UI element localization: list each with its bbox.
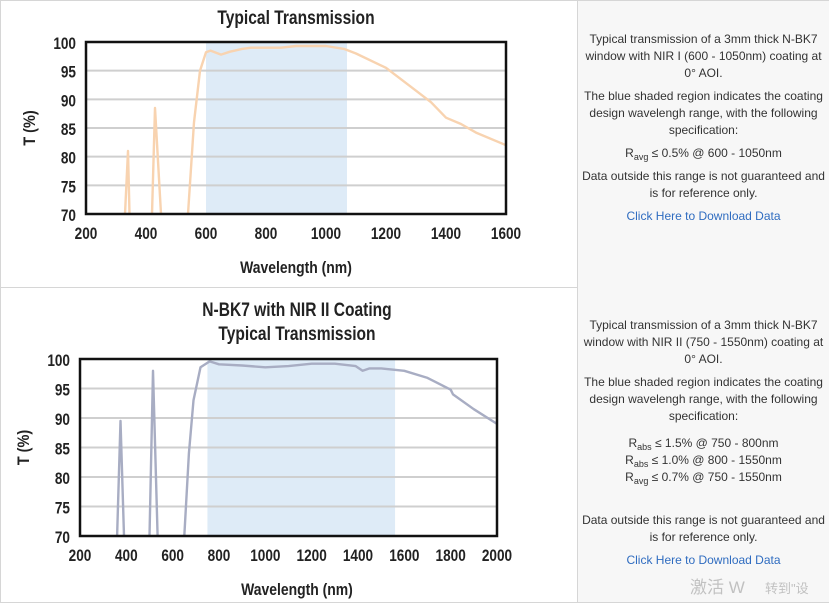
x-tick-label: 1400 xyxy=(343,547,373,566)
y-tick-label: 85 xyxy=(61,121,77,140)
x-axis-label: Wavelength (nm) xyxy=(241,581,353,600)
product-row-nir-i: Typical Transmission 70 75 80 85 90 95 100 200 40… xyxy=(0,0,829,288)
x-tick-label: 1800 xyxy=(436,547,466,566)
description-cell: Typical transmission of a 3mm thick N-BK… xyxy=(578,287,829,602)
y-tick-label: 100 xyxy=(47,352,70,371)
disclaimer: Data outside this range is not guarantee… xyxy=(582,169,825,200)
chart-cell: Typical Transmission 70 75 80 85 90 95 100 200 40… xyxy=(0,1,578,287)
y-tick-label: 75 xyxy=(61,178,77,197)
x-tick-label: 1200 xyxy=(297,547,327,566)
spec-text: ≤ 1.5% @ 750 - 800nm xyxy=(655,436,779,450)
y-tick-label: 95 xyxy=(61,63,77,82)
chart-title: Typical Transmission xyxy=(218,323,375,345)
shaded-note: The blue shaded region indicates the coa… xyxy=(584,375,823,423)
x-tick-label: 400 xyxy=(135,225,158,244)
plot-frame xyxy=(78,357,499,538)
spec-line: Ravg ≤ 0.5% @ 600 - 1050nm xyxy=(580,145,827,162)
spec-symbol: R xyxy=(628,436,638,450)
x-tick-label: 1000 xyxy=(250,547,280,566)
spec-list: Rabs ≤ 1.5% @ 750 - 800nm Rabs ≤ 1.0% @ … xyxy=(580,435,827,486)
spec-line: Rabs ≤ 1.0% @ 800 - 1550nm xyxy=(580,452,827,469)
spec-symbol: R xyxy=(625,453,634,467)
spec-text: ≤ 0.7% @ 750 - 1550nm xyxy=(651,470,782,484)
intro-text: Typical transmission of a 3mm thick N-BK… xyxy=(583,318,824,366)
chart-cell: N-BK7 with NIR II Coating Typical Transmi… xyxy=(0,287,578,602)
y-tick-label: 100 xyxy=(53,35,76,54)
chart-title: Typical Transmission xyxy=(217,7,374,29)
spec-line: Ravg ≤ 0.7% @ 750 - 1550nm xyxy=(580,469,827,486)
y-tick-label: 70 xyxy=(61,207,76,226)
plot-frame xyxy=(84,40,508,216)
transmission-chart-nir-i: Typical Transmission 70 75 80 85 90 95 100 200 40… xyxy=(21,7,521,278)
spec-subscript: abs xyxy=(633,459,649,469)
product-row-nir-ii: N-BK7 with NIR II Coating Typical Transmi… xyxy=(0,287,829,603)
chart-title: N-BK7 with NIR II Coating xyxy=(202,299,391,321)
x-axis-label: Wavelength (nm) xyxy=(240,259,352,278)
disclaimer: Data outside this range is not guarantee… xyxy=(582,513,825,544)
y-tick-label: 70 xyxy=(55,529,70,548)
spec-subscript: avg xyxy=(633,152,649,162)
spec-subscript: avg xyxy=(633,476,649,486)
spec-symbol: R xyxy=(625,146,634,160)
y-tick-label: 80 xyxy=(61,149,76,168)
x-tick-label: 200 xyxy=(69,547,92,566)
y-tick-label: 95 xyxy=(55,381,71,400)
transmission-curve xyxy=(123,44,507,215)
shaded-note: The blue shaded region indicates the coa… xyxy=(584,89,823,137)
transmission-curve xyxy=(115,360,498,537)
y-tick-label: 75 xyxy=(55,499,71,518)
x-tick-label: 2000 xyxy=(482,547,512,566)
x-tick-label: 1600 xyxy=(389,547,419,566)
spec-symbol: R xyxy=(625,470,634,484)
description-cell: Typical transmission of a 3mm thick N-BK… xyxy=(578,1,829,287)
x-tick-label: 200 xyxy=(75,225,98,244)
spec-subscript: abs xyxy=(637,442,652,452)
x-tick-label: 600 xyxy=(195,225,218,244)
download-data-link[interactable]: Click Here to Download Data xyxy=(626,209,781,223)
y-axis-label: T (%) xyxy=(15,430,33,465)
download-data-link[interactable]: Click Here to Download Data xyxy=(626,553,781,567)
x-tick-label: 600 xyxy=(161,547,184,566)
spec-text: ≤ 1.0% @ 800 - 1550nm xyxy=(651,453,782,467)
y-axis-label: T (%) xyxy=(21,110,39,145)
x-tick-label: 1600 xyxy=(491,225,521,244)
x-tick-label: 1000 xyxy=(311,225,341,244)
x-tick-label: 400 xyxy=(115,547,138,566)
spec-line: Rabs ≤ 1.5% @ 750 - 800nm xyxy=(580,435,827,452)
intro-text: Typical transmission of a 3mm thick N-BK… xyxy=(585,32,822,80)
y-tick-label: 90 xyxy=(61,92,76,111)
y-tick-label: 85 xyxy=(55,440,71,459)
spec-text: ≤ 0.5% @ 600 - 1050nm xyxy=(651,146,782,160)
x-tick-label: 1200 xyxy=(371,225,401,244)
x-tick-label: 1400 xyxy=(431,225,461,244)
y-tick-label: 90 xyxy=(55,411,70,430)
y-tick-label: 80 xyxy=(55,470,70,489)
x-tick-label: 800 xyxy=(208,547,231,566)
x-tick-label: 800 xyxy=(255,225,278,244)
